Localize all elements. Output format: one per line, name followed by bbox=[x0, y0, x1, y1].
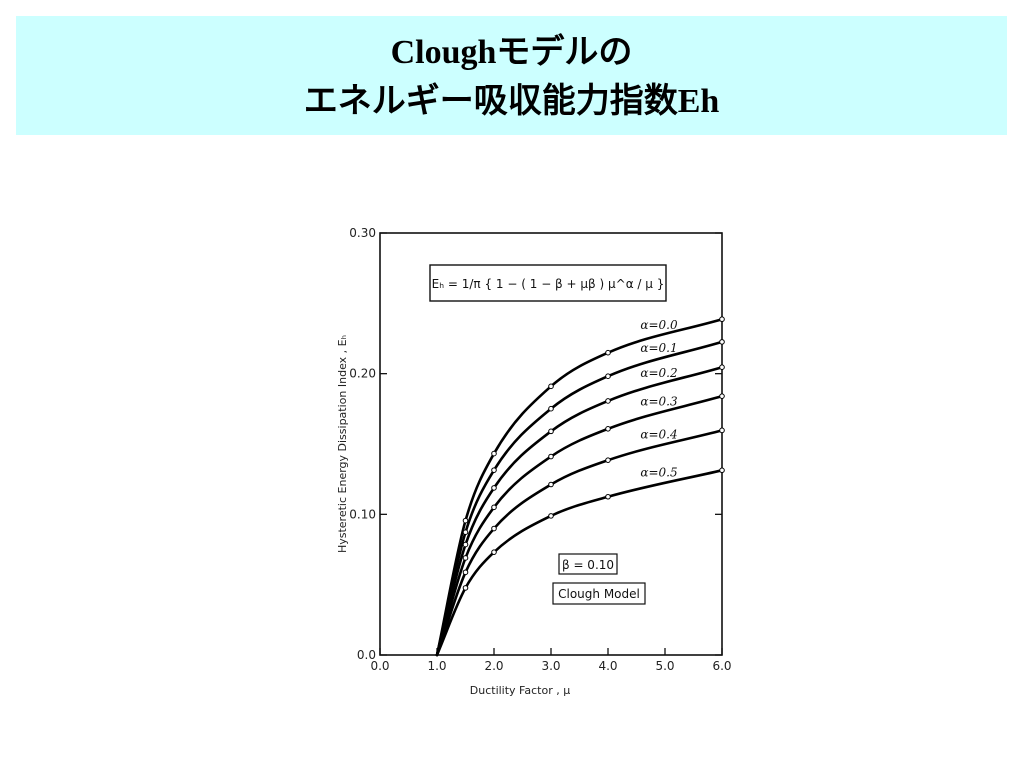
data-point bbox=[491, 485, 497, 491]
beta-label: β = 0.10 bbox=[562, 558, 614, 572]
data-point bbox=[719, 316, 725, 323]
data-point bbox=[548, 513, 554, 519]
data-point bbox=[491, 549, 497, 555]
y-axis-label: Hysteretic Energy Dissipation Index , Eₕ bbox=[336, 335, 349, 553]
data-point bbox=[548, 481, 554, 488]
x-tick-label: 0.0 bbox=[370, 659, 389, 673]
data-point bbox=[462, 517, 469, 524]
data-point bbox=[605, 457, 611, 463]
data-point bbox=[605, 493, 611, 500]
title-band: Cloughモデルの エネルギー吸収能力指数Eh bbox=[16, 16, 1007, 135]
data-point bbox=[719, 467, 725, 474]
data-point bbox=[548, 383, 554, 390]
data-point bbox=[719, 393, 725, 399]
series-label: α=0.2 bbox=[640, 366, 677, 380]
data-point bbox=[605, 426, 611, 432]
series-line bbox=[435, 429, 724, 657]
axis-ticks: 0.0 1.0 2.0 3.0 4.0 5.0 6.0 0.0 0.10 0.20 0.30 bbox=[349, 226, 731, 673]
x-tick-label: 1.0 bbox=[427, 659, 446, 673]
series-labels: α=0.0 α=0.1 α=0.2 α=0.3 α=0.4 α=0.5 bbox=[640, 318, 678, 480]
plot-frame bbox=[379, 232, 723, 656]
data-point bbox=[605, 373, 611, 379]
beta-box: β = 0.10 bbox=[558, 553, 618, 575]
formula-box: Eₕ = 1/π { 1 − ( 1 − β + μβ ) μ^α / μ } bbox=[429, 264, 667, 302]
data-point bbox=[605, 398, 611, 404]
formula-text: Eₕ = 1/π { 1 − ( 1 − β + μβ ) μ^α / μ } bbox=[432, 277, 665, 291]
data-point bbox=[719, 339, 725, 345]
x-axis-label: Ductility Factor , μ bbox=[470, 684, 570, 697]
x-tick-label: 3.0 bbox=[541, 659, 560, 673]
data-point bbox=[462, 541, 469, 548]
x-tick-label: 4.0 bbox=[598, 659, 617, 673]
data-point bbox=[491, 467, 497, 473]
series-line bbox=[435, 394, 724, 657]
y-tick-label: 0.30 bbox=[349, 226, 376, 240]
series-label: α=0.5 bbox=[640, 466, 677, 480]
data-point bbox=[719, 364, 725, 370]
series-label: α=0.1 bbox=[640, 341, 677, 355]
data-point bbox=[548, 428, 554, 435]
y-tick-label: 0.0 bbox=[357, 648, 376, 662]
x-tick-label: 6.0 bbox=[712, 659, 731, 673]
model-box: Clough Model bbox=[552, 582, 646, 605]
model-label: Clough Model bbox=[558, 587, 640, 601]
series-line bbox=[435, 317, 724, 657]
series-line bbox=[435, 365, 724, 657]
series-label: α=0.3 bbox=[640, 394, 678, 408]
y-tick-label: 0.20 bbox=[349, 367, 376, 381]
data-point bbox=[491, 450, 497, 457]
series-line bbox=[435, 340, 724, 657]
data-point bbox=[719, 427, 725, 434]
series-label: α=0.0 bbox=[640, 318, 678, 332]
data-point bbox=[462, 529, 469, 535]
data-point bbox=[605, 349, 611, 356]
data-point bbox=[548, 453, 554, 460]
y-tick-label: 0.10 bbox=[349, 507, 376, 521]
series-label: α=0.4 bbox=[640, 427, 677, 441]
data-point bbox=[548, 405, 554, 412]
x-tick-label: 2.0 bbox=[484, 659, 503, 673]
data-point bbox=[462, 569, 469, 576]
series-curves bbox=[435, 316, 725, 657]
slide-title-line-2: エネルギー吸収能力指数Eh bbox=[303, 83, 720, 120]
data-point bbox=[462, 555, 469, 561]
x-tick-label: 5.0 bbox=[655, 659, 674, 673]
data-point bbox=[491, 504, 497, 511]
slide-title-line-1: Cloughモデルの bbox=[390, 34, 633, 71]
data-point bbox=[491, 525, 497, 532]
series-line bbox=[435, 469, 724, 657]
data-point bbox=[462, 585, 469, 591]
